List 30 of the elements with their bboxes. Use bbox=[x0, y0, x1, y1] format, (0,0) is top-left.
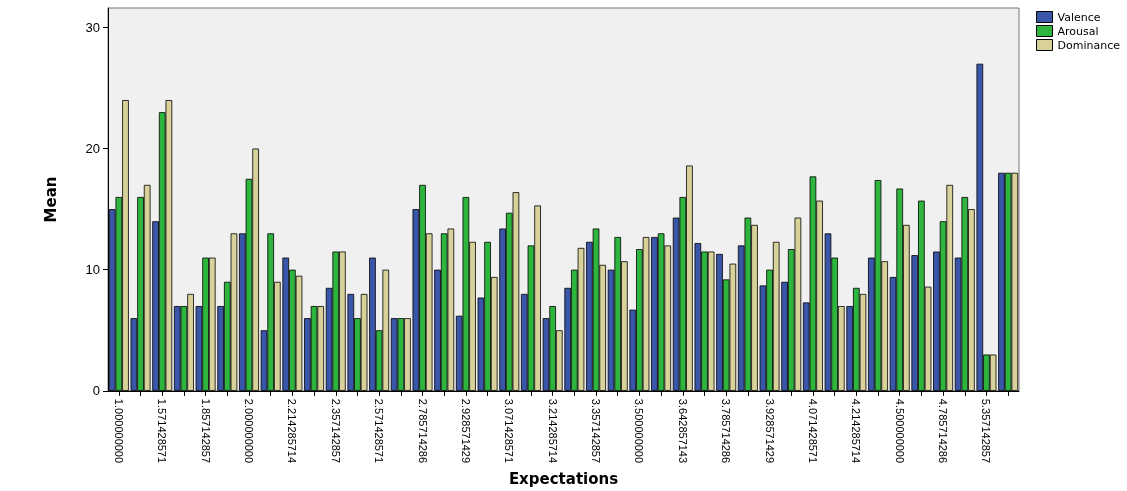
y-tick-label: 30 bbox=[85, 19, 100, 35]
x-tick-label: 2.357142857 bbox=[329, 398, 342, 464]
x-tick-label: 1.857142857 bbox=[199, 398, 212, 464]
x-tick-label: 2.214285714 bbox=[286, 398, 299, 464]
x-tick-label: 2.928571429 bbox=[459, 398, 472, 464]
x-tick-label: 3.357142857 bbox=[590, 398, 603, 464]
x-tick-label: 2.785714286 bbox=[416, 398, 429, 464]
x-tick-label: 2.571428571 bbox=[373, 398, 386, 464]
legend-label: Dominance bbox=[1057, 38, 1121, 52]
x-tick-label: 2.000000000 bbox=[242, 398, 255, 464]
legend-label: Valence bbox=[1057, 10, 1101, 24]
x-tick-label: 3.500000000 bbox=[633, 398, 646, 464]
x-tick-label: 4.785714286 bbox=[937, 398, 950, 464]
legend-label: Arousal bbox=[1057, 24, 1099, 38]
x-tick-label: 4.500000000 bbox=[893, 398, 906, 464]
x-tick-label: 5.357142857 bbox=[980, 398, 993, 464]
x-tick-label: 1.000000000 bbox=[112, 398, 125, 464]
x-tick-label: 4.214285714 bbox=[850, 398, 863, 464]
x-axis-title: Expectations bbox=[508, 469, 619, 488]
y-tick-label: 0 bbox=[92, 383, 100, 399]
y-axis-title: Mean bbox=[41, 176, 60, 223]
x-tick-label: 3.928571429 bbox=[763, 398, 776, 464]
x-tick-label: 3.071428571 bbox=[503, 398, 516, 464]
x-tick-label: 4.071428571 bbox=[806, 398, 819, 464]
y-tick-label: 10 bbox=[85, 262, 100, 278]
x-tick-label: 1.571428571 bbox=[156, 398, 169, 464]
x-tick-label: 3.214285714 bbox=[546, 398, 559, 464]
x-tick-label: 3.785714286 bbox=[720, 398, 733, 464]
x-tick-label: 3.642857143 bbox=[676, 398, 689, 464]
y-tick-label: 20 bbox=[85, 141, 100, 157]
